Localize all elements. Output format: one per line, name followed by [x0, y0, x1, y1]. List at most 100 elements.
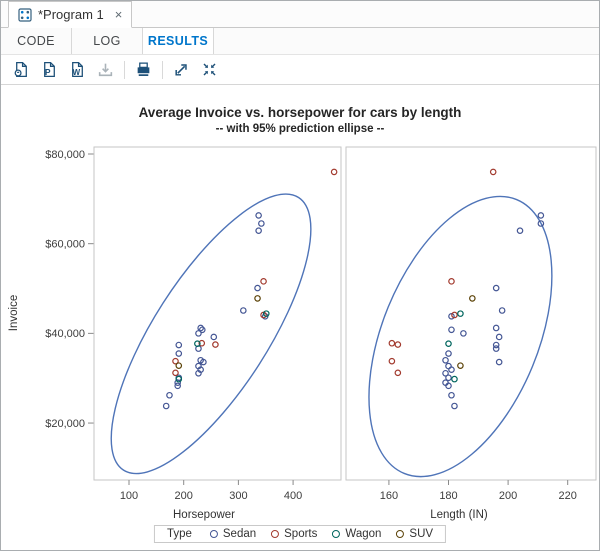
legend-item-sedan: Sedan	[209, 528, 257, 540]
data-point-sedan	[451, 402, 458, 410]
svg-text:180: 180	[439, 490, 457, 502]
expand-icon[interactable]	[169, 59, 193, 81]
svg-text:$60,000: $60,000	[45, 238, 85, 250]
data-point-sedan	[448, 326, 455, 334]
svg-text:160: 160	[380, 490, 398, 502]
legend-label: Wagon	[345, 528, 382, 540]
chart-title: Average Invoice vs. horsepower for cars …	[138, 105, 462, 120]
y-axis: $20,000 $40,000 $60,000 $80,000 Invoice	[8, 149, 94, 430]
data-point-sports	[394, 341, 402, 348]
data-point-sedan	[492, 284, 500, 292]
data-point-sedan	[442, 356, 449, 364]
download-word-icon[interactable]: W	[65, 59, 89, 81]
view-tab-bar: CODE LOG RESULTS	[1, 28, 599, 55]
data-point-sedan	[174, 379, 181, 386]
legend-marker-sedan	[209, 530, 218, 538]
chart-subtitle: -- with 95% prediction ellipse --	[215, 123, 385, 135]
data-point-sedan	[195, 330, 202, 337]
data-point-suv	[469, 295, 476, 302]
svg-text:$40,000: $40,000	[45, 328, 85, 340]
close-tab-icon[interactable]: ×	[114, 7, 123, 22]
svg-text:$80,000: $80,000	[45, 149, 85, 161]
svg-text:220: 220	[559, 490, 577, 502]
legend: Type Sedan Sports Wagon SUV	[153, 525, 447, 543]
data-point-wagon	[451, 375, 458, 383]
data-point-sedan	[255, 212, 262, 219]
data-point-sports	[394, 369, 402, 377]
data-point-sports	[489, 168, 497, 176]
data-point-sedan	[198, 326, 206, 334]
legend-marker-wagon	[332, 530, 341, 538]
results-toolbar: P W	[1, 55, 599, 85]
legend-item-sports: Sports	[271, 528, 317, 540]
data-point-sedan	[537, 220, 545, 227]
data-point-suv	[457, 362, 464, 369]
toolbar-separator	[124, 60, 125, 79]
data-point-suv	[254, 295, 261, 302]
data-point-sedan	[175, 341, 183, 349]
data-point-sedan	[492, 341, 500, 349]
scatter-plot-svg: $20,000 $40,000 $60,000 $80,000 Invoice 100 20…	[8, 146, 597, 521]
toolbar-separator	[162, 60, 163, 79]
legend-label: SUV	[409, 528, 434, 540]
download-pdf-icon[interactable]: P	[37, 59, 61, 81]
data-point-sedan	[445, 350, 452, 357]
print-icon[interactable]	[131, 59, 155, 81]
tab-results[interactable]: RESULTS	[143, 28, 214, 54]
data-point-sedan	[445, 382, 452, 390]
data-point-wagon	[457, 310, 464, 317]
tab-program-1[interactable]: *Program 1 ×	[8, 1, 133, 28]
data-point-wagon	[445, 340, 452, 347]
data-point-sports	[330, 168, 338, 176]
data-point-sedan	[166, 391, 173, 399]
svg-text:300: 300	[229, 490, 247, 502]
legend-marker-sports	[271, 530, 280, 538]
data-point-sports	[198, 339, 206, 347]
document-tab-title: *Program 1	[38, 7, 104, 22]
data-point-sedan	[448, 366, 455, 373]
data-point-sedan	[537, 212, 545, 219]
data-point-wagon	[262, 310, 270, 317]
y-axis-label: Invoice	[8, 295, 20, 331]
x-axis-label: Horsepower	[173, 509, 235, 521]
download-html-icon[interactable]	[9, 59, 33, 81]
legend-item-suv: SUV	[396, 528, 433, 540]
data-point-wagon	[194, 340, 201, 347]
document-tab-bar: *Program 1 ×	[1, 1, 599, 28]
tab-code[interactable]: CODE	[1, 28, 72, 54]
legend-marker-suv	[396, 530, 405, 538]
data-point-sedan	[492, 345, 500, 352]
data-point-sedan	[200, 358, 207, 366]
legend-item-wagon: Wagon	[332, 528, 381, 540]
data-point-sedan	[516, 227, 524, 234]
data-point-sedan	[498, 307, 506, 314]
data-point-sedan	[495, 358, 503, 366]
collapse-icon[interactable]	[197, 59, 221, 81]
data-point-sedan	[255, 227, 262, 234]
data-point-sedan	[448, 391, 455, 399]
data-point-wagon	[175, 375, 183, 383]
download-file-icon	[93, 59, 117, 81]
data-point-suv	[175, 362, 183, 369]
svg-text:200: 200	[499, 490, 517, 502]
data-point-sports	[448, 278, 455, 285]
legend-label: Sedan	[222, 528, 257, 540]
data-point-sports	[451, 311, 458, 319]
svg-text:$20,000: $20,000	[45, 418, 85, 430]
tab-log[interactable]: LOG	[72, 28, 143, 54]
results-pane: Average Invoice vs. horsepower for cars …	[1, 97, 599, 550]
data-point-sedan	[162, 402, 170, 410]
prediction-ellipse	[368, 195, 553, 478]
data-point-sedan	[175, 350, 183, 357]
data-point-sports	[388, 339, 396, 347]
data-point-sedan	[495, 333, 503, 341]
data-point-sedan	[442, 369, 449, 377]
data-point-sedan	[210, 333, 218, 341]
horsepower-panel: 100 200 300 400 Horsepower	[93, 146, 342, 521]
data-point-sedan	[174, 382, 181, 390]
svg-text:400: 400	[284, 490, 302, 502]
data-point-sports	[260, 278, 267, 285]
data-point-sedan	[197, 324, 204, 332]
data-point-sports	[212, 341, 219, 348]
